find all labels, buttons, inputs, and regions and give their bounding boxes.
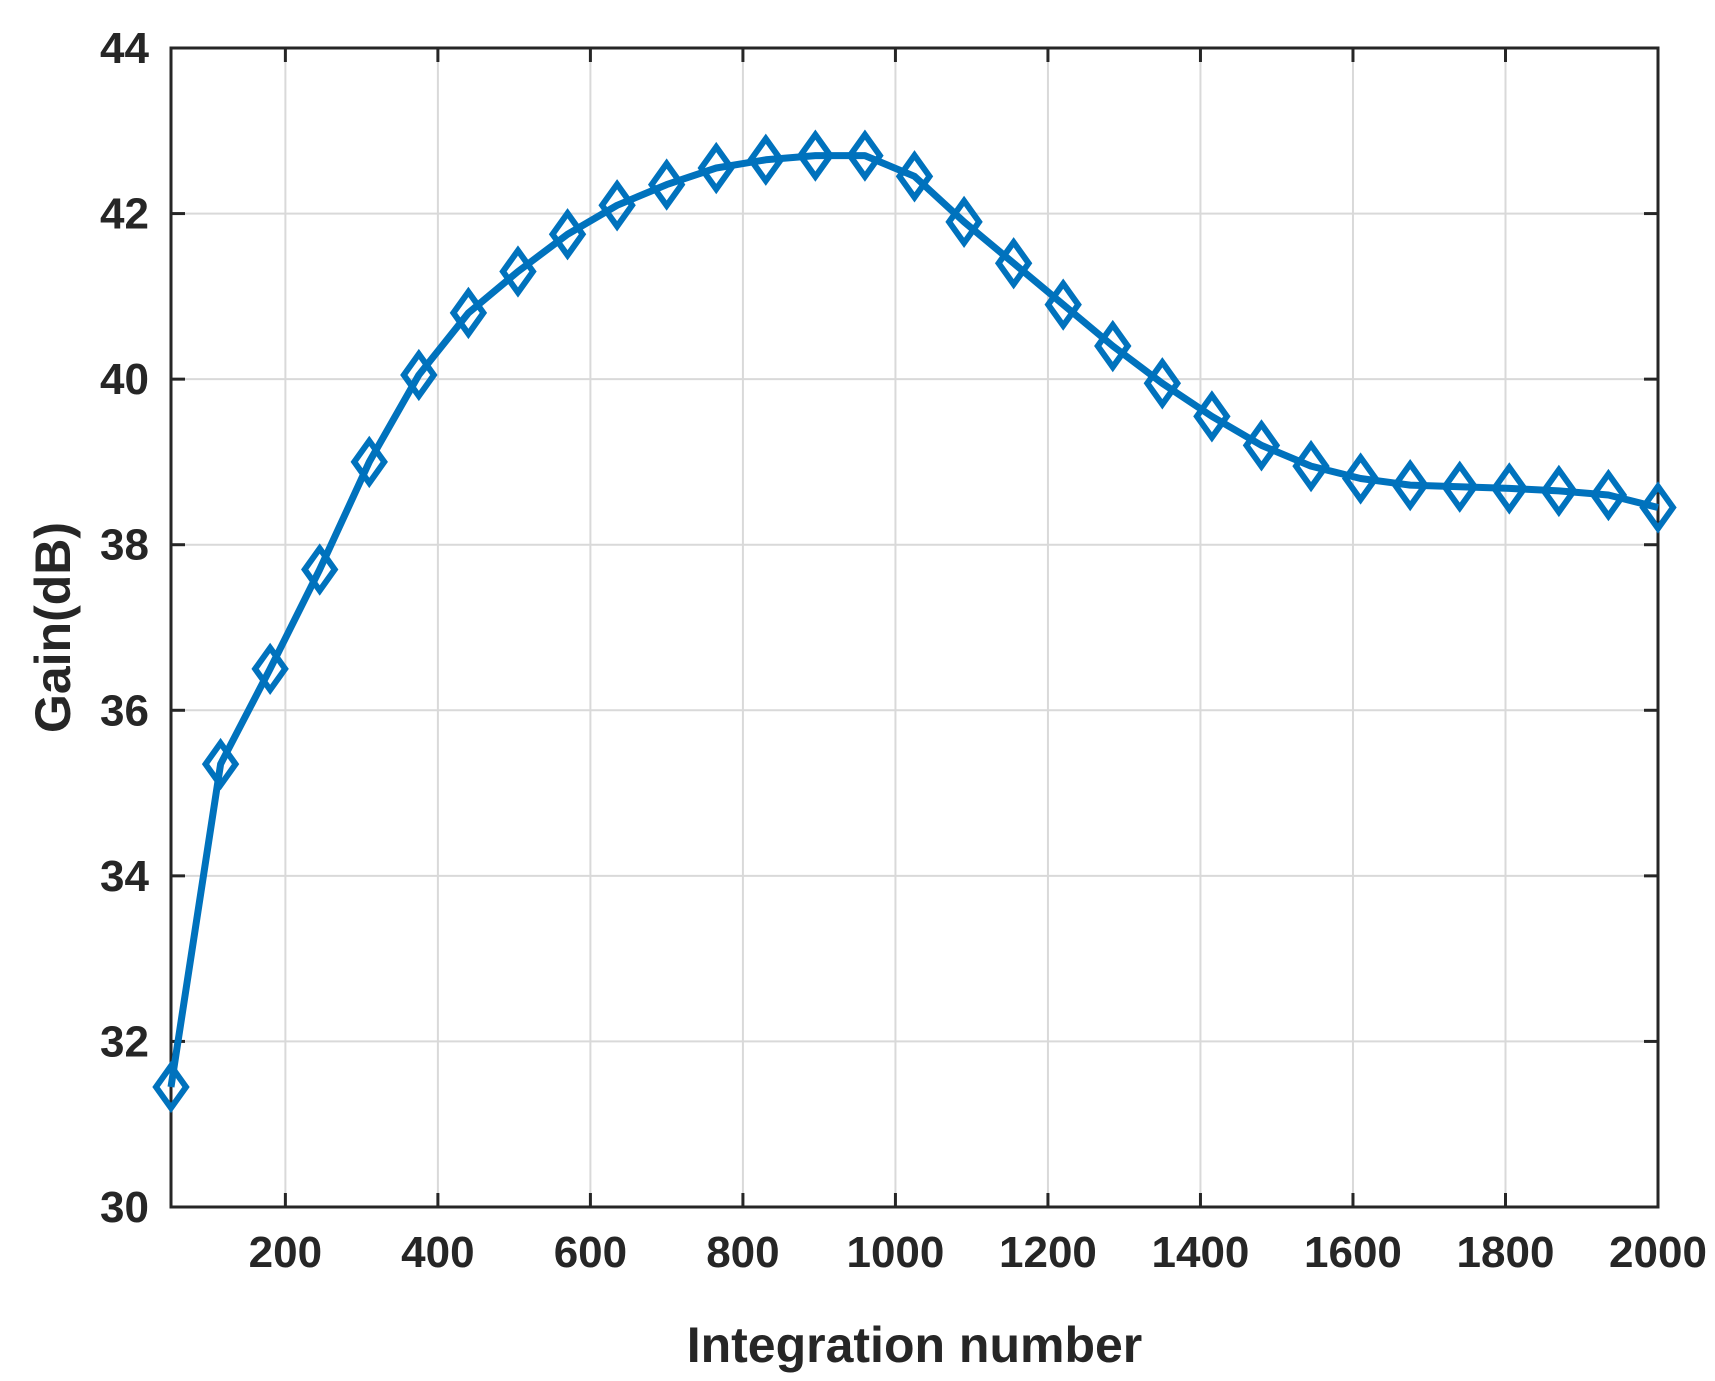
data-point-marker <box>1094 319 1132 373</box>
data-point-marker <box>1044 278 1082 331</box>
data-point-marker <box>1143 357 1182 410</box>
y-tick-label: 34 <box>100 852 149 901</box>
data-point-marker <box>1391 458 1429 512</box>
data-point-marker <box>1292 439 1330 493</box>
y-tick-labels: 30 32 34 36 38 40 42 44 <box>100 24 149 1232</box>
x-tick-label: 800 <box>706 1228 779 1277</box>
y-tick-label: 40 <box>100 355 149 404</box>
x-tick-label: 200 <box>249 1228 322 1277</box>
y-tick-label: 44 <box>100 24 149 73</box>
data-point-marker <box>548 208 587 261</box>
x-tick-label: 2000 <box>1609 1228 1707 1277</box>
x-tick-label: 1000 <box>846 1228 944 1277</box>
data-point-marker <box>1589 468 1628 522</box>
y-axis-label: Gain(dB) <box>25 522 81 733</box>
data-point-marker <box>449 286 488 340</box>
data-point-marker <box>796 129 835 182</box>
data-point-marker <box>152 1060 190 1114</box>
data-point-marker <box>945 195 983 249</box>
y-tick-label: 42 <box>100 190 149 239</box>
y-tick-label: 32 <box>100 1017 149 1066</box>
x-axis-label: Integration number <box>687 1317 1143 1373</box>
data-point-marker <box>1490 462 1528 515</box>
y-tick-label: 36 <box>100 686 149 735</box>
data-point-marker <box>846 129 884 182</box>
x-tick-label: 1400 <box>1152 1228 1250 1277</box>
x-tick-label: 1600 <box>1304 1228 1402 1277</box>
data-point-marker <box>1341 452 1380 505</box>
y-tick-label: 38 <box>100 521 149 570</box>
x-tick-label: 600 <box>554 1228 627 1277</box>
x-tick-label: 400 <box>401 1228 474 1277</box>
data-point-marker <box>747 133 785 186</box>
data-point-marker <box>1639 481 1677 534</box>
plot-area-frame <box>169 46 1660 1209</box>
x-tick-label: 1200 <box>999 1228 1097 1277</box>
x-tick-labels: 200 400 600 800 1000 1200 1400 1600 1800 2000 <box>249 1228 1707 1277</box>
y-tick-label: 30 <box>100 1183 149 1232</box>
data-point-marker <box>400 348 438 402</box>
data-point-marker <box>895 150 934 203</box>
series-line <box>167 152 1659 1088</box>
data-point-marker <box>1242 419 1281 472</box>
data-point-marker <box>1193 390 1231 443</box>
data-point-marker <box>697 141 735 195</box>
data-point-marker <box>1540 464 1578 518</box>
data-point-marker <box>350 435 388 489</box>
data-point-marker <box>251 642 289 696</box>
data-point-marker <box>1441 460 1479 513</box>
data-point-marker <box>994 237 1033 290</box>
data-markers <box>152 129 1677 1114</box>
data-point-marker <box>499 245 537 298</box>
x-tick-label: 1800 <box>1457 1228 1555 1277</box>
data-point-marker <box>647 158 686 211</box>
data-point-marker <box>201 737 240 791</box>
data-point-marker <box>301 543 339 596</box>
data-point-marker <box>598 179 636 232</box>
